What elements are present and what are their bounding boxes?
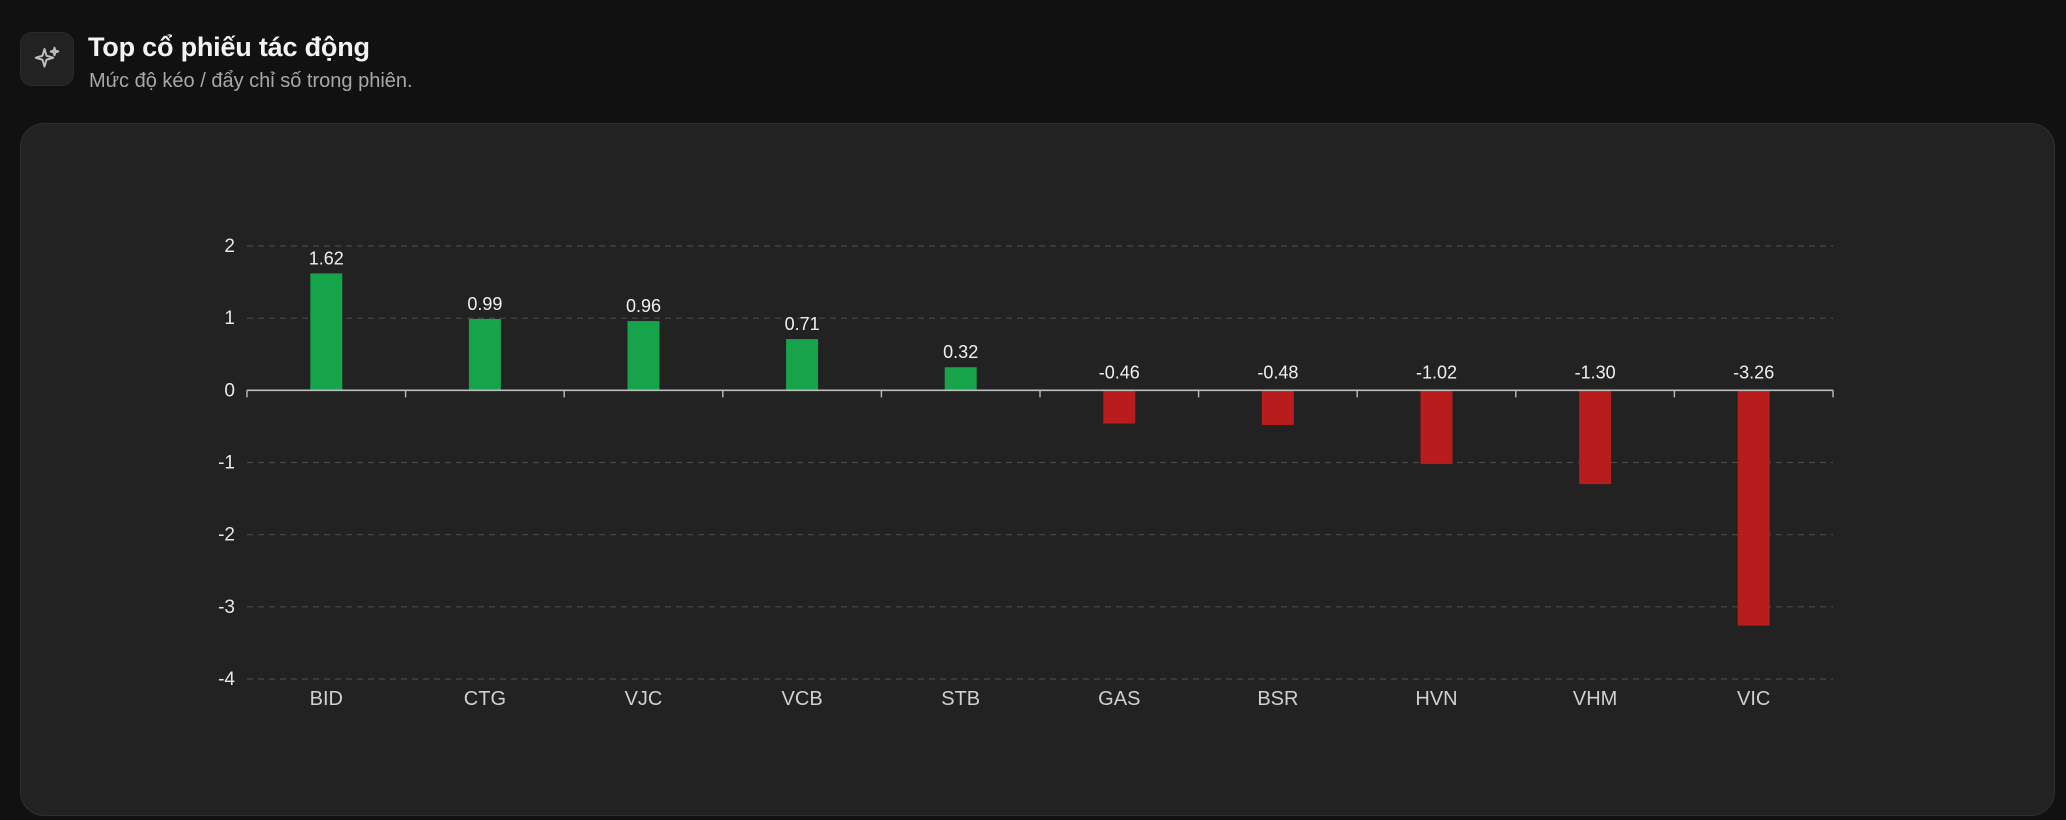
x-tick-label: VCB	[782, 688, 823, 710]
bar-gas[interactable]	[1103, 390, 1136, 424]
y-tick-label: 0	[224, 380, 235, 401]
value-label: 0.96	[626, 296, 661, 316]
value-label: 0.71	[785, 314, 820, 334]
bar-vjc[interactable]	[627, 321, 660, 391]
y-tick-label: -4	[218, 669, 235, 690]
y-tick-label: -1	[218, 453, 235, 474]
bar-hvn[interactable]	[1420, 390, 1453, 464]
labels: 2 1 0 -1 -2 -3 -4 1.62 BID 0.99 CTG 0.96 VJC 0.71 VCB 0…	[218, 236, 1774, 710]
sparkles-icon	[20, 32, 74, 86]
axes	[246, 389, 1834, 398]
x-tick-label: VIC	[1737, 688, 1770, 710]
bars	[310, 273, 1770, 626]
chart-card: 2 1 0 -1 -2 -3 -4 1.62 BID 0.99 CTG 0.96 VJC 0.71 VCB 0…	[20, 123, 2055, 816]
chart-header: Top cổ phiếu tác động Mức độ kéo / đẩy c…	[20, 32, 2020, 96]
bar-bsr[interactable]	[1261, 390, 1294, 425]
y-tick-label: -3	[218, 597, 235, 618]
page-subtitle: Mức độ kéo / đẩy chỉ số trong phiên.	[89, 70, 413, 92]
value-label: -1.30	[1575, 362, 1616, 382]
x-tick-label: BSR	[1257, 688, 1298, 710]
bar-vic[interactable]	[1737, 390, 1770, 626]
x-tick-label: VHM	[1573, 688, 1617, 710]
value-label: 0.99	[467, 294, 502, 314]
x-tick-label: CTG	[464, 688, 506, 710]
bar-ctg[interactable]	[468, 318, 501, 391]
grid-lines	[247, 245, 1833, 680]
y-tick-label: 2	[224, 236, 235, 257]
x-tick-label: BID	[310, 688, 343, 710]
value-label: -3.26	[1733, 362, 1774, 382]
bar-bid[interactable]	[310, 273, 343, 391]
page-title: Top cổ phiếu tác động	[88, 32, 370, 62]
value-label: -1.02	[1416, 362, 1457, 382]
value-label: 0.32	[943, 342, 978, 362]
x-tick-label: VJC	[625, 688, 663, 710]
bar-vcb[interactable]	[786, 339, 819, 391]
bar-stb[interactable]	[944, 367, 977, 391]
value-label: -0.46	[1099, 362, 1140, 382]
bar-vhm[interactable]	[1579, 390, 1612, 485]
y-tick-label: -2	[218, 525, 235, 546]
value-label: 1.62	[309, 248, 344, 268]
x-tick-label: HVN	[1415, 688, 1457, 710]
value-label: -0.48	[1257, 362, 1298, 382]
bar-chart: 2 1 0 -1 -2 -3 -4 1.62 BID 0.99 CTG 0.96 VJC 0.71 VCB 0…	[218, 236, 1834, 710]
x-tick-label: STB	[941, 688, 980, 710]
y-tick-label: 1	[224, 308, 235, 329]
x-tick-label: GAS	[1098, 688, 1140, 710]
